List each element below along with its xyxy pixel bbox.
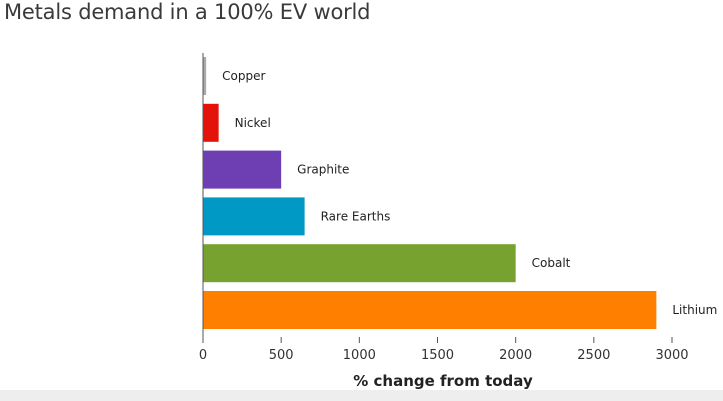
x-tick-label: 3000 <box>655 348 688 363</box>
x-tick-label: 1500 <box>421 348 454 363</box>
bar-label-graphite: Graphite <box>297 163 349 177</box>
bar-graphite <box>203 150 282 189</box>
bars-group: Copper Nickel Graphite Rare Earths Cobalt Lit… <box>203 57 717 329</box>
x-tick-label: 2000 <box>499 348 532 363</box>
footer-band <box>0 390 723 401</box>
x-axis-label: % change from today <box>353 372 533 390</box>
bar-nickel <box>203 103 219 142</box>
bar-rare-earths <box>203 197 305 236</box>
bar-copper <box>203 57 207 95</box>
bar-label-lithium: Lithium <box>672 303 717 317</box>
bar-label-cobalt: Cobalt <box>532 256 571 270</box>
bar-cobalt <box>203 244 516 283</box>
x-axis-ticks: 0 500 1000 1500 2000 2500 3000 <box>199 337 689 363</box>
bar-label-rare-earths: Rare Earths <box>321 209 391 223</box>
bar-label-copper: Copper <box>222 69 265 83</box>
bar-lithium <box>203 291 657 329</box>
x-tick-label: 500 <box>269 348 294 363</box>
x-tick-label: 2500 <box>577 348 610 363</box>
bar-label-nickel: Nickel <box>235 116 271 130</box>
x-tick-label: 0 <box>199 348 207 363</box>
x-tick-label: 1000 <box>343 348 376 363</box>
chart-title: Metals demand in a 100% EV world <box>4 0 371 24</box>
